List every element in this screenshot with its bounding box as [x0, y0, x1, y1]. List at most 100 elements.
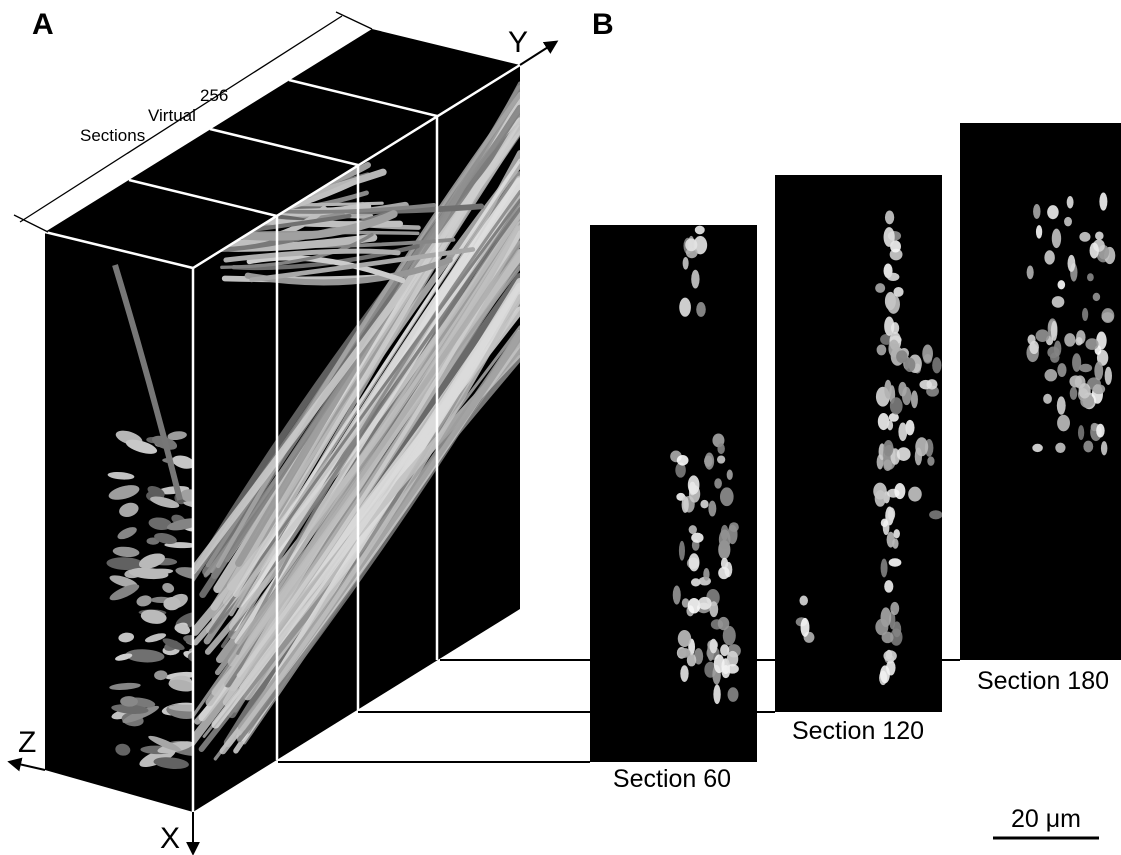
texture-mark [876, 344, 887, 356]
texture-mark [685, 238, 698, 252]
texture-mark [125, 649, 165, 663]
texture-mark [1089, 242, 1099, 259]
dimension-line [13, 11, 373, 233]
texture-mark [677, 648, 691, 658]
texture-mark [1057, 280, 1066, 290]
texture-mark [223, 248, 401, 263]
texture-mark [1101, 308, 1115, 324]
texture-mark [120, 696, 138, 707]
texture-mark [888, 339, 900, 358]
texture-mark [1044, 369, 1058, 382]
texture-mark [1035, 225, 1043, 239]
texture-mark [704, 452, 715, 470]
texture-mark [148, 517, 172, 531]
texture-mark [236, 294, 520, 736]
texture-mark [919, 379, 932, 390]
texture-mark [246, 255, 406, 284]
texture-mark [214, 240, 520, 676]
texture-mark [172, 455, 193, 469]
scale-bar-label: 20 μm [1011, 805, 1081, 833]
texture-mark [1064, 333, 1076, 347]
texture-mark [890, 601, 900, 616]
texture-mark [681, 496, 689, 513]
texture-mark [726, 469, 733, 481]
texture-mark [1085, 338, 1099, 350]
texture-mark [244, 256, 453, 286]
texture-mark [204, 221, 520, 655]
texture-mark [799, 595, 808, 606]
texture-mark [1066, 195, 1074, 209]
texture-mark [1096, 331, 1107, 350]
texture-mark [1051, 296, 1065, 308]
texture-mark [229, 177, 520, 632]
texture-mark [175, 567, 193, 580]
texture-mark [1100, 441, 1108, 456]
texture-mark [887, 420, 894, 431]
texture-mark [892, 538, 899, 549]
axis-label: Z [18, 726, 36, 759]
section-lines [44, 63, 521, 812]
texture-mark [800, 617, 810, 637]
texture-mark [1057, 414, 1070, 432]
texture-mark [898, 381, 907, 397]
texture-mark [1094, 361, 1104, 381]
texture-mark [675, 462, 686, 478]
texture-mark [889, 397, 903, 415]
section-label: Section 60 [613, 765, 731, 793]
texture-mark [894, 482, 906, 500]
texture-mark [167, 431, 187, 441]
texture-mark [719, 487, 734, 507]
axes [7, 40, 559, 855]
section-texture [670, 225, 741, 705]
texture-mark [880, 665, 890, 684]
section-texture [1026, 192, 1116, 456]
texture-mark [687, 598, 701, 614]
texture-mark [883, 439, 894, 457]
texture-mark [874, 490, 886, 507]
texture-mark [908, 486, 922, 502]
texture-mark [1047, 205, 1059, 220]
texture-mark [1043, 393, 1052, 404]
texture-mark [887, 507, 896, 521]
texture-mark [1104, 366, 1112, 385]
texture-mark [1053, 340, 1062, 357]
texture-mark [1069, 375, 1082, 388]
texture-mark [220, 232, 374, 269]
volume [44, 29, 521, 812]
texture-mark [672, 585, 681, 605]
texture-mark [690, 578, 701, 587]
panel-label: B [592, 8, 614, 41]
texture-mark [1029, 340, 1039, 355]
texture-mark [180, 489, 193, 503]
section-texture [795, 210, 942, 686]
texture-mark [147, 486, 165, 498]
texture-mark [108, 485, 140, 500]
axis-label: Y [508, 26, 528, 59]
texture-mark [708, 500, 717, 517]
texture-mark [209, 198, 520, 633]
texture-mark [1051, 228, 1062, 249]
texture-mark [174, 623, 191, 635]
texture-mark [678, 540, 685, 561]
texture-mark [691, 269, 700, 289]
texture-mark [915, 437, 929, 457]
texture-mark [717, 455, 726, 464]
texture-mark [680, 665, 689, 682]
texture-mark [1026, 265, 1034, 280]
texture-mark [1087, 273, 1094, 282]
texture-mark [1092, 292, 1101, 302]
texture-mark [905, 419, 915, 436]
texture-mark [896, 447, 911, 461]
texture-mark [1099, 192, 1108, 211]
texture-mark [688, 525, 697, 535]
texture-mark [700, 499, 709, 509]
texture-mark [709, 638, 718, 654]
texture-mark [726, 650, 739, 667]
texture-mark [686, 653, 697, 667]
texture-mark [696, 302, 706, 317]
texture-mark [1067, 254, 1076, 272]
texture-mark [107, 472, 135, 480]
texture-mark [884, 210, 895, 225]
